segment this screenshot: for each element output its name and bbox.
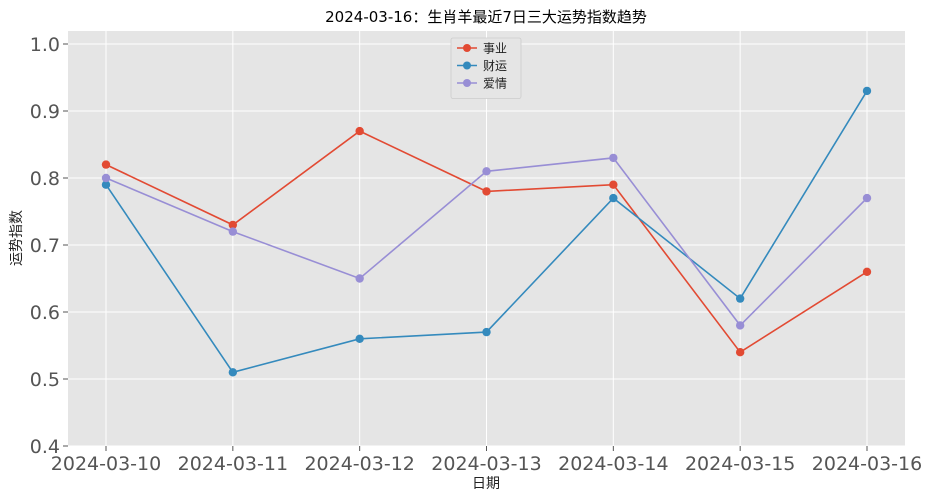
data-point [482, 327, 491, 337]
y-tick-label: 0.9 [30, 101, 60, 123]
data-point [862, 267, 872, 276]
x-tick-label: 2024-03-13 [431, 453, 541, 475]
chart-title: 2024-03-16：生肖羊最近7日三大运势指数趋势 [325, 8, 647, 26]
legend-marker [463, 44, 471, 52]
y-axis-ticks: 0.4 0.5 0.6 0.7 0.8 0.9 1.0 [30, 34, 68, 458]
data-point [609, 193, 618, 203]
y-tick-label: 0.8 [30, 168, 60, 190]
data-point [862, 86, 872, 96]
x-tick-label: 2024-03-16 [812, 453, 922, 475]
data-point [228, 220, 238, 230]
data-point [228, 227, 238, 236]
data-point [609, 153, 618, 163]
x-tick-label: 2024-03-10 [51, 453, 161, 475]
data-point [862, 193, 872, 203]
legend-marker [463, 61, 471, 70]
y-tick-label: 0.6 [30, 302, 60, 324]
legend-marker [463, 79, 471, 87]
x-axis-ticks: 2024-03-10 2024-03-11 2024-03-12 2024-03-13… [51, 446, 922, 475]
legend-label: 财运 [483, 59, 507, 73]
y-axis-label: 运势指数 [9, 210, 25, 266]
data-point [735, 321, 745, 330]
x-tick-label: 2024-03-11 [178, 453, 288, 475]
legend-label: 事业 [483, 42, 507, 56]
data-point [228, 368, 238, 377]
data-point [482, 187, 491, 196]
data-point [101, 160, 111, 169]
data-point [735, 294, 745, 303]
data-point [355, 334, 364, 343]
data-point [355, 274, 364, 283]
data-point [482, 167, 491, 176]
data-point [735, 348, 745, 357]
grid-lines [68, 31, 905, 447]
y-tick-label: 0.5 [30, 369, 60, 391]
data-point [101, 180, 111, 189]
y-tick-label: 0.4 [30, 436, 60, 458]
data-point [101, 173, 111, 183]
legend-label: 爱情 [483, 77, 507, 91]
data-point [355, 126, 364, 136]
data-point [609, 180, 618, 189]
x-tick-label: 2024-03-12 [304, 453, 414, 475]
x-tick-label: 2024-03-14 [558, 453, 668, 475]
y-tick-label: 0.7 [30, 235, 60, 257]
x-axis-label: 日期 [472, 476, 500, 492]
series-group [101, 86, 872, 377]
y-tick-label: 1.0 [30, 34, 60, 56]
x-tick-label: 2024-03-15 [685, 453, 795, 475]
